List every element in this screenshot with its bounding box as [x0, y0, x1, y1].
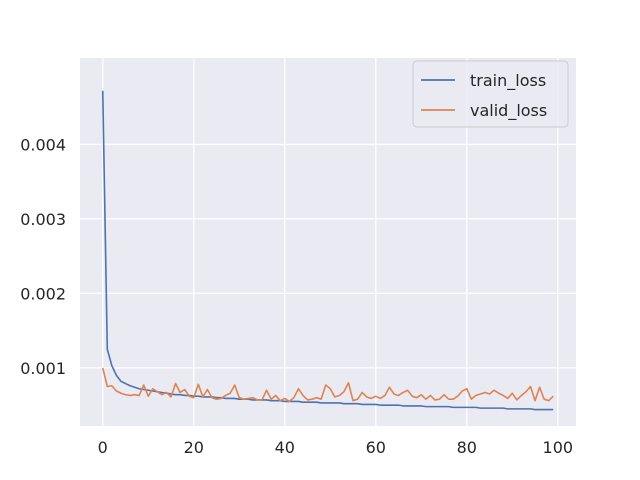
y-axis-tick-labels: 0.001 0.002 0.003 0.004 — [20, 135, 66, 377]
series-lines — [101, 90, 554, 411]
legend-label: train_loss — [470, 71, 546, 91]
grid-lines — [80, 58, 576, 426]
x-tick-label: 20 — [184, 438, 204, 457]
x-axis-tick-labels: 0 20 40 60 80 100 — [98, 438, 573, 457]
x-tick-label: 0 — [98, 438, 108, 457]
y-tick-label: 0.001 — [20, 359, 66, 378]
y-tick-label: 0.003 — [20, 210, 66, 229]
legend: train_loss valid_loss — [412, 60, 569, 128]
x-tick-label: 60 — [366, 438, 386, 457]
series-line-valid-loss — [101, 367, 554, 403]
y-tick-label: 0.002 — [20, 284, 66, 303]
x-tick-label: 40 — [275, 438, 295, 457]
y-tick-label: 0.004 — [20, 135, 66, 154]
x-tick-label: 80 — [457, 438, 477, 457]
x-tick-label: 100 — [543, 438, 574, 457]
legend-label: valid_loss — [470, 101, 547, 121]
series-line-train-loss — [101, 90, 554, 411]
